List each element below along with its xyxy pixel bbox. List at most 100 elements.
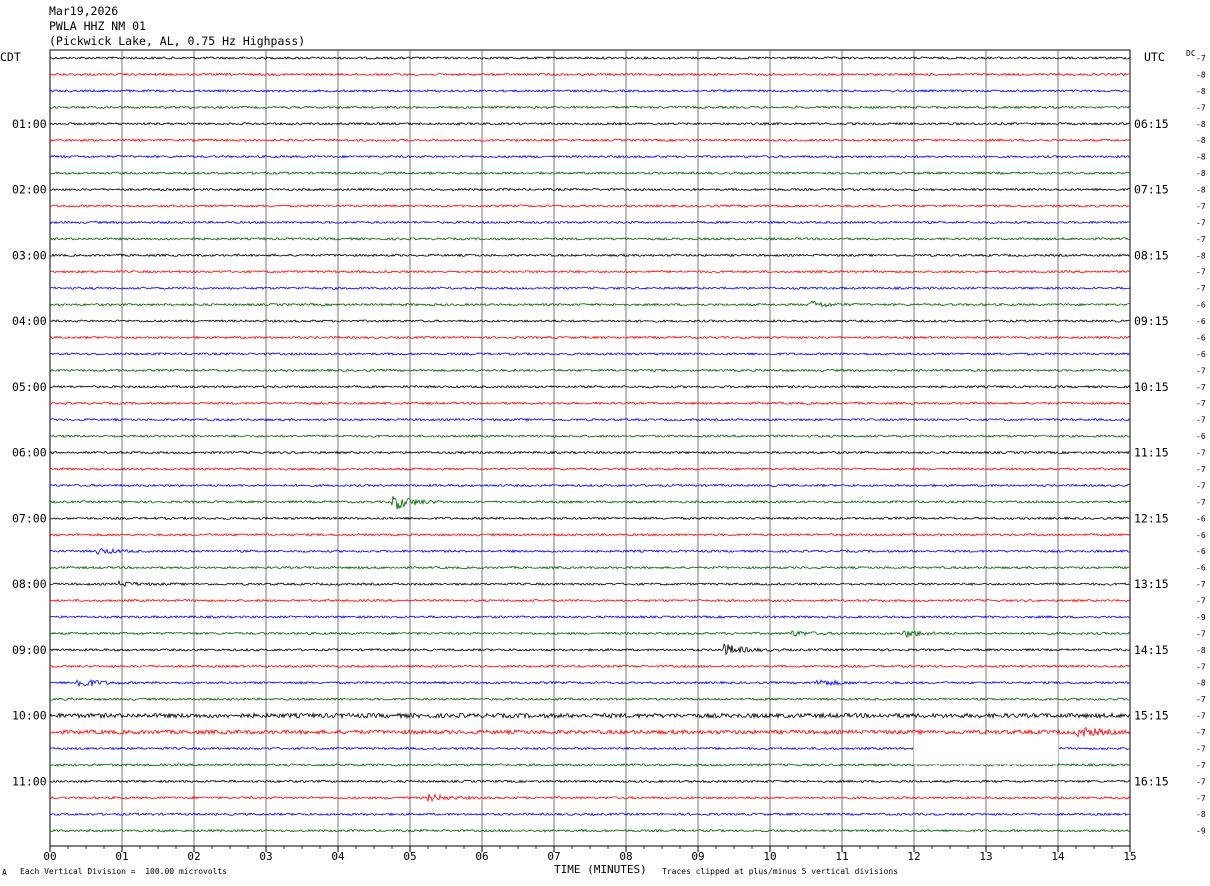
- utc-hour-label: 09:15: [1134, 314, 1169, 328]
- dc-offset-label: -7: [1196, 54, 1206, 63]
- seismic-trace: [49, 384, 1131, 389]
- dc-offset-label: -7: [1196, 580, 1206, 589]
- seismic-trace: [49, 300, 1131, 308]
- dc-offset-label: -7: [1196, 629, 1206, 638]
- cdt-hour-label: 03:00: [12, 248, 47, 262]
- dc-offset-label: -7: [1196, 465, 1206, 474]
- left-timezone: CDT: [0, 50, 21, 64]
- dc-offset-label: -7: [1196, 235, 1206, 244]
- seismic-trace: [49, 72, 1131, 77]
- x-tick-label: 13: [979, 850, 992, 863]
- utc-hour-label: 14:15: [1134, 643, 1169, 657]
- seismic-trace: [49, 812, 1131, 817]
- seismic-trace: [49, 434, 1131, 439]
- utc-hour-label: 15:15: [1134, 709, 1169, 723]
- dc-offset-label: -8: [1196, 810, 1206, 819]
- dc-offset-label: -6: [1196, 432, 1206, 441]
- utc-hour-label: 13:15: [1134, 577, 1169, 591]
- x-tick-label: 14: [1051, 850, 1065, 863]
- utc-hour-label: 06:15: [1134, 117, 1169, 131]
- dc-offset-label: -7: [1196, 695, 1206, 704]
- dc-offset-label: -8: [1196, 136, 1206, 145]
- seismic-trace: [49, 368, 1131, 373]
- seismic-trace: [49, 187, 1130, 192]
- x-tick-label: 04: [331, 850, 345, 863]
- seismic-trace: [49, 121, 1131, 126]
- dc-offset-label: -8: [1196, 679, 1206, 688]
- x-tick-label: 10: [763, 850, 776, 863]
- seismic-trace: [49, 643, 1131, 656]
- x-tick-label: 15: [1123, 850, 1136, 863]
- seismic-trace: [49, 711, 1131, 720]
- seismic-trace: [49, 828, 1131, 833]
- x-tick-label: 07: [547, 850, 560, 863]
- x-tick-label: 01: [115, 850, 128, 863]
- seismic-trace: [49, 496, 1131, 510]
- seismic-trace: [49, 450, 1131, 455]
- seismic-trace: [49, 678, 1131, 688]
- seismic-trace: [49, 55, 1131, 60]
- seismic-trace: [49, 269, 1131, 274]
- dc-offset-label: -7: [1196, 498, 1206, 507]
- seismic-trace: [49, 253, 1131, 258]
- station-id: PWLA HHZ NM 01: [49, 19, 146, 33]
- seismic-trace: [49, 88, 1130, 93]
- seismic-trace: [49, 793, 1131, 803]
- x-tick-label: 05: [403, 850, 416, 863]
- plot-frame: [49, 49, 1131, 847]
- dc-offset-label: -8: [1196, 120, 1206, 129]
- corner-mark: A: [2, 868, 7, 877]
- utc-hour-label: 08:15: [1134, 248, 1169, 262]
- dc-offset-label: -6: [1196, 564, 1206, 573]
- utc-hour-label: 10:15: [1134, 380, 1169, 394]
- utc-hour-label: 07:15: [1134, 183, 1169, 197]
- seismic-trace: [49, 630, 1131, 639]
- x-tick-label: 06: [475, 850, 488, 863]
- plot-date: Mar19,2026: [49, 4, 119, 18]
- dc-offset-label: -7: [1196, 284, 1206, 293]
- dc-offset-label: -7: [1196, 416, 1206, 425]
- x-tick-label: 11: [835, 850, 848, 863]
- seismic-trace: [49, 697, 1131, 702]
- x-tick-label: 02: [187, 850, 200, 863]
- seismic-trace: [49, 565, 1131, 570]
- right-timezone: UTC: [1144, 50, 1165, 64]
- dc-offset-label: -7: [1196, 744, 1206, 753]
- seismic-trace: [49, 483, 1131, 488]
- seismic-trace: [49, 614, 1131, 619]
- seismic-trace: [49, 138, 1131, 143]
- seismic-trace: [49, 286, 1131, 291]
- seismic-trace: [49, 779, 1131, 784]
- cdt-hour-label: 01:00: [12, 117, 47, 131]
- cdt-hour-label: 06:00: [12, 446, 47, 460]
- dc-offset-label: -8: [1196, 87, 1206, 96]
- seismic-trace: [49, 746, 1131, 751]
- dc-offset-label: -7: [1196, 712, 1206, 721]
- station-location: (Pickwick Lake, AL, 0.75 Hz Highpass): [49, 34, 306, 48]
- cdt-hour-label: 10:00: [12, 709, 47, 723]
- dc-offset-label: -7: [1196, 794, 1206, 803]
- seismic-trace: [49, 351, 1131, 356]
- seismic-trace: [49, 532, 1131, 537]
- scale-note: Each Vertical Division = 100.00 microvol…: [20, 867, 228, 876]
- dc-offset-label: -7: [1196, 218, 1206, 227]
- dc-offset-label: -6: [1196, 301, 1206, 310]
- x-tick-label: 08: [619, 850, 632, 863]
- dc-offset-label: -6: [1196, 531, 1206, 540]
- seismic-trace: [49, 516, 1131, 521]
- seismic-trace: [49, 547, 1130, 555]
- utc-hour-label: 11:15: [1134, 446, 1169, 460]
- seismic-trace: [49, 335, 1131, 340]
- seismic-trace: [49, 664, 1131, 669]
- dc-offset-label: -6: [1196, 350, 1206, 359]
- dc-offset-label: -7: [1196, 449, 1206, 458]
- dc-offset-label: -8: [1196, 186, 1206, 195]
- dc-offset-label: -8: [1196, 153, 1206, 162]
- cdt-hour-label: 04:00: [12, 314, 47, 328]
- x-axis-label: TIME (MINUTES): [554, 863, 647, 876]
- dc-offset-label: -8: [1196, 70, 1206, 79]
- cdt-hour-label: 05:00: [12, 380, 47, 394]
- clip-note: Traces clipped at plus/minus 5 vertical …: [662, 867, 899, 876]
- dc-offset-label: -7: [1196, 662, 1206, 671]
